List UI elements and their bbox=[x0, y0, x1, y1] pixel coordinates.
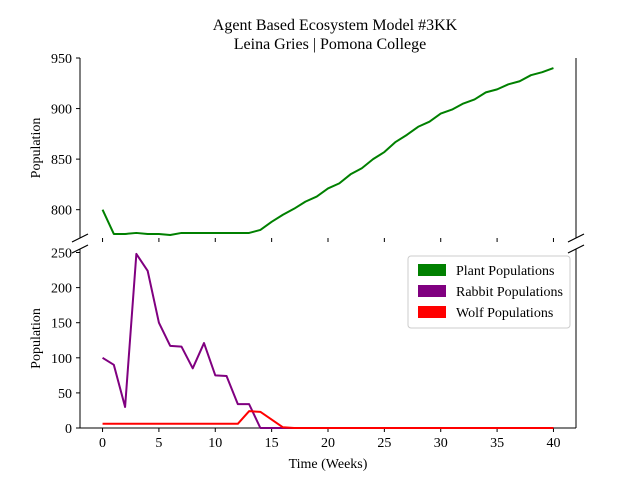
top-y-tick-label: 800 bbox=[51, 204, 72, 219]
x-tick-label: 10 bbox=[208, 436, 222, 451]
x-tick-label: 35 bbox=[490, 436, 504, 451]
top-y-tick-label: 900 bbox=[51, 103, 72, 118]
x-tick-label: 5 bbox=[155, 436, 162, 451]
x-axis-label: Time (Weeks) bbox=[289, 457, 368, 472]
axis-break-mark bbox=[71, 233, 89, 243]
x-tick-label: 0 bbox=[99, 436, 106, 451]
legend-entry: Rabbit Populations bbox=[456, 285, 563, 300]
legend: Plant Populations Rabbit Populations Wolf … bbox=[407, 255, 571, 329]
legend-swatch bbox=[418, 285, 446, 297]
top-y-tick-label: 950 bbox=[51, 52, 72, 67]
bottom-y-tick-label: 150 bbox=[51, 317, 72, 332]
bottom-y-tick-label: 50 bbox=[58, 387, 72, 402]
bottom-y-tick-label: 100 bbox=[51, 352, 72, 367]
axis-break-mark bbox=[567, 244, 585, 254]
top-y-tick-label: 850 bbox=[51, 153, 72, 168]
chart-subtitle: Leina Gries | Pomona College bbox=[234, 36, 427, 53]
series-line-wolf-populations bbox=[102, 410, 554, 429]
x-tick-label: 20 bbox=[321, 436, 335, 451]
bottom-y-tick-label: 0 bbox=[65, 422, 72, 437]
x-tick-label: 25 bbox=[377, 436, 391, 451]
top-y-axis-label: Population bbox=[29, 118, 44, 179]
x-tick-label: 40 bbox=[546, 436, 560, 451]
x-tick-label: 30 bbox=[434, 436, 448, 451]
bottom-y-tick-label: 200 bbox=[51, 282, 72, 297]
series-line-plant-populations bbox=[101, 67, 554, 236]
chart-title: Agent Based Ecosystem Model #3KK bbox=[213, 17, 458, 34]
axis-break-mark bbox=[71, 244, 89, 254]
axis-break-mark bbox=[567, 233, 585, 243]
legend-swatch bbox=[418, 306, 446, 318]
top-panel: 800 850 900 950 Population bbox=[29, 52, 585, 243]
legend-entry: Wolf Populations bbox=[456, 306, 553, 321]
legend-entry: Plant Populations bbox=[456, 264, 554, 279]
legend-box bbox=[407, 255, 571, 329]
bottom-y-axis-label: Population bbox=[29, 308, 44, 369]
bottom-y-tick-label: 250 bbox=[51, 247, 72, 262]
legend-swatch bbox=[418, 264, 446, 276]
x-tick-label: 15 bbox=[265, 436, 279, 451]
bottom-panel: 0 50 100 150 200 250 Population 0 5 10 15 20 25 30 35 4… bbox=[29, 244, 585, 451]
